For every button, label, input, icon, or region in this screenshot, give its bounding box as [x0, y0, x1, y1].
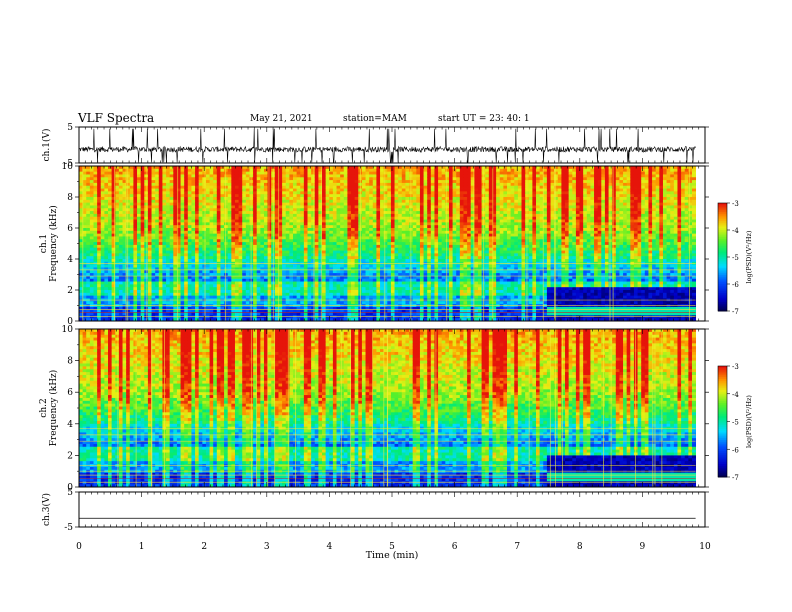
colorbar-tick-label: -5 [732, 254, 739, 262]
ch1-colorbar-label: log(PSD)(V²/Hz) [745, 230, 753, 283]
y-tick-label: 4 [67, 420, 73, 430]
colorbar-tick-label: -4 [732, 391, 739, 399]
x-tick-label: 7 [514, 542, 520, 552]
colorbar-tick-label: -3 [732, 200, 739, 208]
ch1-spectrogram-heatmap [79, 166, 697, 322]
y-tick-label: 4 [67, 255, 73, 265]
y-tick-label: 10 [62, 162, 74, 172]
y-tick-label: 8 [67, 193, 73, 203]
colorbar-tick-label: -4 [732, 227, 739, 235]
s2-ylabel: ch.2 [39, 398, 49, 417]
colorbar-tick-label: -6 [732, 446, 739, 454]
y-tick-label: 6 [67, 224, 73, 234]
w1-ylabel: ch.1(V) [41, 129, 52, 162]
ch2-spectrogram-heatmap [79, 329, 697, 488]
x-tick-label: 1 [139, 542, 145, 552]
y-tick-label: 0 [67, 317, 73, 327]
y-tick-label: 2 [67, 286, 73, 296]
y-tick-label: -5 [64, 523, 73, 533]
x-axis-label: Time (min) [366, 550, 419, 561]
start-time-label: start UT = 23: 40: 1 [438, 114, 530, 124]
y-tick-label: 8 [67, 357, 73, 367]
y-tick-label: 0 [67, 483, 73, 493]
y-tick-label: -5 [64, 159, 73, 169]
ch1-trace-line [78, 128, 696, 163]
colorbar-tick-label: -3 [732, 363, 739, 371]
x-tick-label: 8 [577, 542, 583, 552]
figure-title: VLF Spectra [78, 111, 155, 125]
ch1-waveform-trace [78, 128, 696, 163]
ch2-colorbar-label: log(PSD)(V²/Hz) [745, 395, 753, 448]
x-tick-label: 3 [264, 542, 270, 552]
s2-ylabel: Frequency (kHz) [48, 370, 59, 447]
w3-frame [78, 491, 706, 528]
colorbar-tick-label: -7 [732, 474, 739, 482]
x-tick-label: 4 [327, 542, 333, 552]
y-tick-label: 6 [67, 388, 73, 398]
y-tick-label: 5 [67, 123, 73, 133]
y-tick-label: 5 [67, 488, 73, 498]
s1-ylabel: Frequency (kHz) [48, 205, 59, 282]
colorbar-tick-label: -5 [732, 419, 739, 427]
y-tick-label: 2 [67, 451, 73, 461]
x-tick-label: 10 [699, 542, 711, 552]
date-label: May 21, 2021 [250, 114, 313, 124]
x-tick-label: 0 [76, 542, 82, 552]
s1-ylabel: ch.1 [39, 234, 49, 253]
station-label: station=MAM [343, 114, 407, 124]
x-tick-label: 5 [389, 542, 395, 552]
x-tick-label: 6 [452, 542, 458, 552]
colorbar-tick-label: -6 [732, 281, 739, 289]
ch2-colorbar: -3 -4 -5 -6 -7 log(PSD)(V²/Hz) [717, 363, 753, 482]
y-tick-label: 10 [62, 325, 74, 335]
x-tick-label: 2 [201, 542, 207, 552]
x-tick-label: 9 [640, 542, 646, 552]
ch1-colorbar: -3 -4 -5 -6 -7 log(PSD)(V²/Hz) [717, 200, 753, 316]
w3-ylabel: ch.3(V) [41, 493, 52, 526]
colorbar-tick-label: -7 [732, 308, 739, 316]
